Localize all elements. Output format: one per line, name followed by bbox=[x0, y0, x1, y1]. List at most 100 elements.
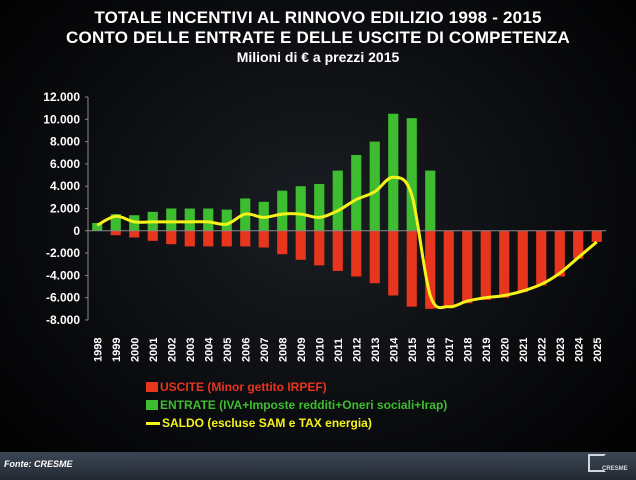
bar-uscite bbox=[591, 230, 602, 242]
footer-band bbox=[0, 452, 636, 480]
bar-entrate bbox=[184, 208, 195, 231]
bar-entrate bbox=[388, 113, 399, 231]
bar-uscite bbox=[295, 230, 306, 260]
bar-uscite bbox=[351, 230, 362, 277]
legend-line-saldo bbox=[146, 421, 160, 425]
x-tick-label: 2003 bbox=[185, 338, 197, 362]
bar-uscite bbox=[425, 230, 436, 309]
y-tick-label: 8.000 bbox=[50, 135, 80, 149]
legend-item-saldo: SALDO (escluse SAM e TAX energia) bbox=[146, 414, 447, 432]
y-tick-label: 2.000 bbox=[50, 202, 80, 216]
y-tick-label: 12.000 bbox=[43, 90, 80, 104]
bar-uscite bbox=[221, 230, 232, 247]
bar-uscite bbox=[110, 230, 121, 236]
bar-entrate bbox=[277, 190, 288, 231]
bar-uscite bbox=[240, 230, 251, 247]
x-tick-label: 2005 bbox=[222, 338, 234, 362]
bar-uscite bbox=[462, 230, 473, 304]
x-tick-label: 2024 bbox=[573, 337, 585, 362]
bar-uscite bbox=[166, 230, 177, 245]
y-tick-label: -6.000 bbox=[46, 291, 80, 305]
x-tick-label: 2011 bbox=[333, 338, 345, 362]
y-tick-label: -2.000 bbox=[46, 246, 80, 260]
legend-item-uscite: USCITE (Minor gettito IRPEF) bbox=[146, 378, 447, 396]
title-line-1: TOTALE INCENTIVI AL RINNOVO EDILIZIO 199… bbox=[94, 8, 542, 27]
x-tick-label: 2002 bbox=[166, 338, 178, 362]
bar-uscite bbox=[203, 230, 214, 247]
y-tick-label: -8.000 bbox=[46, 313, 80, 327]
y-tick-label: 4.000 bbox=[50, 179, 80, 193]
bar-uscite bbox=[554, 230, 565, 277]
bar-uscite bbox=[443, 230, 454, 307]
x-tick-label: 2018 bbox=[462, 338, 474, 362]
x-tick-label: 2016 bbox=[425, 338, 437, 362]
cresme-logo: CRESME bbox=[582, 452, 632, 478]
y-tick-label: -4.000 bbox=[46, 268, 80, 282]
legend-item-entrate: ENTRATE (IVA+Imposte redditi+Oneri socia… bbox=[146, 396, 447, 414]
bar-entrate bbox=[406, 118, 417, 231]
x-tick-label: 2010 bbox=[314, 338, 326, 362]
x-tick-label: 2017 bbox=[444, 338, 456, 362]
bar-uscite bbox=[147, 230, 158, 241]
logo-mark-icon bbox=[588, 454, 606, 472]
x-tick-label: 2014 bbox=[388, 337, 400, 362]
chart-subtitle: Milioni di € a prezzi 2015 bbox=[236, 49, 400, 65]
chart-title: TOTALE INCENTIVI AL RINNOVO EDILIZIO 199… bbox=[0, 8, 636, 66]
x-tick-label: 2020 bbox=[499, 338, 511, 362]
y-tick-label: 6.000 bbox=[50, 157, 80, 171]
bar-uscite bbox=[406, 230, 417, 307]
x-tick-label: 2012 bbox=[351, 338, 363, 362]
bar-entrate bbox=[332, 170, 343, 231]
bar-uscite bbox=[369, 230, 380, 284]
x-tick-label: 2009 bbox=[296, 338, 308, 362]
y-tick-label: 0 bbox=[73, 224, 80, 238]
bar-entrate bbox=[295, 186, 306, 231]
bar-uscite bbox=[332, 230, 343, 271]
bar-uscite bbox=[277, 230, 288, 255]
bar-uscite bbox=[314, 230, 325, 266]
bar-uscite bbox=[184, 230, 195, 247]
logo-text: CRESME bbox=[602, 466, 628, 472]
bar-entrate bbox=[351, 154, 362, 231]
bar-uscite bbox=[129, 230, 140, 238]
bar-uscite bbox=[536, 230, 547, 286]
bar-entrate bbox=[425, 170, 436, 231]
bar-uscite bbox=[258, 230, 269, 248]
x-tick-label: 1998 bbox=[92, 338, 104, 362]
x-tick-label: 2008 bbox=[277, 338, 289, 362]
bar-uscite bbox=[499, 230, 510, 298]
x-tick-label: 2015 bbox=[407, 338, 419, 362]
title-line-2: CONTO DELLE ENTRATE E DELLE USCITE DI CO… bbox=[66, 28, 570, 47]
bar-entrate bbox=[110, 214, 121, 231]
legend-label-saldo: SALDO (escluse SAM e TAX energia) bbox=[162, 416, 372, 430]
x-tick-label: 2001 bbox=[148, 338, 160, 362]
bar-entrate bbox=[369, 141, 380, 231]
bar-uscite bbox=[573, 230, 584, 259]
x-tick-label: 2013 bbox=[370, 338, 382, 362]
bar-uscite bbox=[388, 230, 399, 296]
x-tick-label: 2004 bbox=[203, 337, 215, 362]
x-tick-label: 2025 bbox=[592, 338, 604, 362]
x-tick-label: 2021 bbox=[518, 338, 530, 362]
x-tick-label: 2019 bbox=[481, 338, 493, 362]
legend-label-uscite: USCITE (Minor gettito IRPEF) bbox=[160, 380, 327, 394]
x-tick-label: 2022 bbox=[536, 338, 548, 362]
source-note: Fonte: CRESME bbox=[4, 459, 73, 469]
line-saldo bbox=[96, 175, 598, 310]
x-tick-label: 2023 bbox=[555, 338, 567, 362]
x-tick-label: 2007 bbox=[259, 338, 271, 362]
bar-entrate bbox=[92, 222, 103, 231]
bar-uscite bbox=[517, 230, 528, 293]
x-tick-label: 1999 bbox=[111, 338, 123, 362]
x-tick-label: 2000 bbox=[129, 338, 141, 362]
legend: USCITE (Minor gettito IRPEF) ENTRATE (IV… bbox=[146, 378, 447, 432]
legend-label-entrate: ENTRATE (IVA+Imposte redditi+Oneri socia… bbox=[160, 398, 448, 412]
bar-entrate bbox=[314, 183, 325, 231]
bar-uscite bbox=[480, 230, 491, 300]
x-tick-label: 2006 bbox=[240, 338, 252, 362]
legend-swatch-uscite bbox=[146, 382, 158, 392]
bar-entrate bbox=[221, 209, 232, 231]
legend-swatch-entrate bbox=[146, 400, 158, 410]
bar-entrate bbox=[203, 208, 214, 231]
